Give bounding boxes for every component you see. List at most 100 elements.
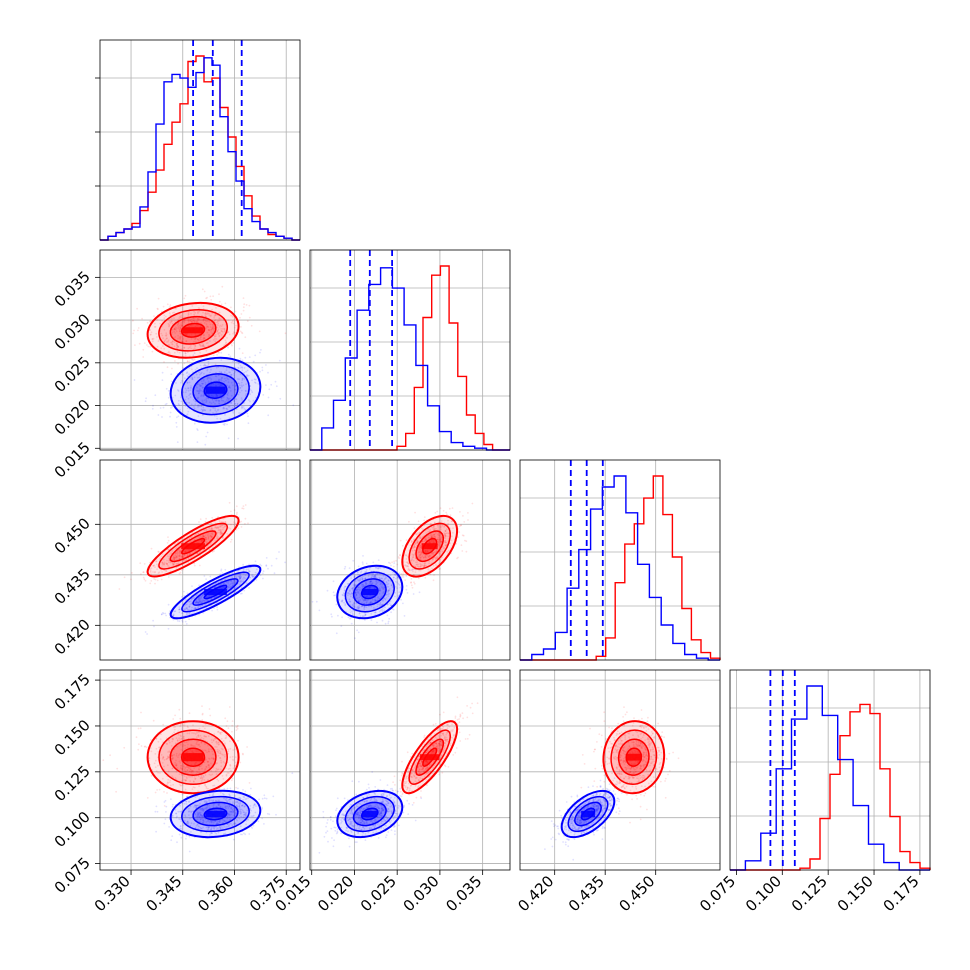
scatter-point — [194, 338, 197, 340]
scatter-point — [176, 350, 179, 353]
scatter-point — [326, 589, 329, 592]
scatter-point — [178, 315, 181, 318]
scatter-point — [370, 613, 373, 615]
scatter-point — [232, 581, 235, 583]
scatter-point — [195, 599, 198, 602]
scatter-point — [210, 598, 213, 601]
scatter-point — [238, 575, 241, 578]
scatter-point — [217, 379, 220, 382]
scatter-point — [363, 598, 366, 601]
scatter-point — [218, 319, 221, 322]
scatter-point — [179, 554, 181, 557]
scatter-point — [202, 344, 205, 346]
scatter-point — [221, 528, 224, 531]
scatter-point — [227, 386, 230, 388]
scatter-point — [265, 384, 267, 386]
scatter-point — [167, 603, 170, 606]
scatter-point — [261, 369, 264, 372]
scatter-point — [194, 345, 197, 347]
scatter-point — [465, 550, 468, 553]
scatter-point — [173, 561, 176, 564]
scatter-point — [381, 583, 384, 586]
scatter-point — [215, 375, 218, 378]
scatter-point — [171, 340, 174, 343]
scatter-point — [165, 569, 167, 572]
scatter-point — [374, 566, 377, 569]
scatter-point — [144, 745, 147, 748]
scatter-point — [165, 333, 168, 336]
scatter-point — [210, 328, 212, 331]
scatter-point — [214, 544, 217, 546]
scatter-point — [214, 402, 216, 405]
scatter-point — [181, 555, 184, 558]
scatter-point — [175, 547, 178, 550]
scatter-point — [425, 564, 427, 567]
scatter-point — [379, 567, 382, 569]
scatter-point — [190, 312, 192, 315]
scatter-point — [192, 354, 195, 357]
scatter-point — [209, 714, 212, 717]
scatter-point — [206, 364, 208, 367]
scatter-point — [118, 588, 121, 590]
scatter-point — [243, 367, 246, 369]
scatter-point — [211, 398, 214, 401]
scatter-point — [163, 314, 166, 317]
scatter-point — [178, 611, 181, 614]
scatter-point — [363, 585, 366, 588]
scatter-point — [145, 397, 148, 400]
scatter-point — [211, 332, 214, 335]
scatter-point — [227, 392, 230, 394]
scatter-point — [250, 787, 252, 790]
scatter-point — [257, 383, 260, 385]
scatter-point — [450, 520, 453, 523]
scatter-point — [198, 307, 201, 310]
scatter-point — [408, 569, 411, 572]
scatter-point — [163, 329, 166, 331]
scatter-point — [348, 590, 351, 593]
scatter-point — [344, 604, 347, 607]
scatter-point — [415, 542, 417, 544]
scatter-point — [231, 315, 234, 318]
scatter-point — [223, 582, 226, 584]
scatter-point — [332, 580, 335, 583]
scatter-point — [202, 334, 205, 337]
scatter-point — [418, 551, 421, 553]
scatter-point — [370, 619, 373, 622]
scatter-point — [431, 527, 434, 529]
scatter-point — [230, 779, 233, 782]
scatter-point — [444, 539, 447, 542]
scatter-point — [213, 326, 215, 328]
scatter-point — [173, 328, 176, 330]
scatter-point — [441, 536, 443, 538]
scatter-point — [444, 534, 447, 536]
scatter-point — [197, 404, 200, 407]
scatter-point — [415, 533, 418, 535]
scatter-point — [340, 625, 343, 627]
scatter-point — [379, 603, 382, 605]
density-contours — [146, 514, 240, 578]
scatter-point — [467, 519, 469, 521]
scatter-point — [220, 303, 223, 306]
scatter-point — [235, 576, 238, 578]
scatter-point — [202, 408, 205, 411]
scatter-point — [234, 389, 237, 391]
scatter-point — [354, 592, 357, 595]
scatter-point — [233, 318, 236, 321]
scatter-point — [425, 538, 427, 540]
scatter-point — [241, 369, 244, 372]
scatter-point — [215, 338, 218, 340]
scatter-point — [138, 743, 140, 746]
scatter-point — [226, 408, 229, 411]
scatter-point — [190, 385, 192, 387]
scatter-point — [174, 552, 177, 555]
scatter-point — [165, 811, 167, 813]
scatter-point — [400, 576, 403, 578]
scatter-point — [436, 538, 439, 541]
scatter-point — [390, 611, 392, 614]
scatter-point — [190, 600, 192, 602]
scatter-point — [177, 318, 180, 321]
scatter-point — [205, 326, 208, 329]
scatter-point — [155, 805, 158, 808]
scatter-point — [233, 509, 236, 512]
scatter-point — [419, 546, 421, 549]
